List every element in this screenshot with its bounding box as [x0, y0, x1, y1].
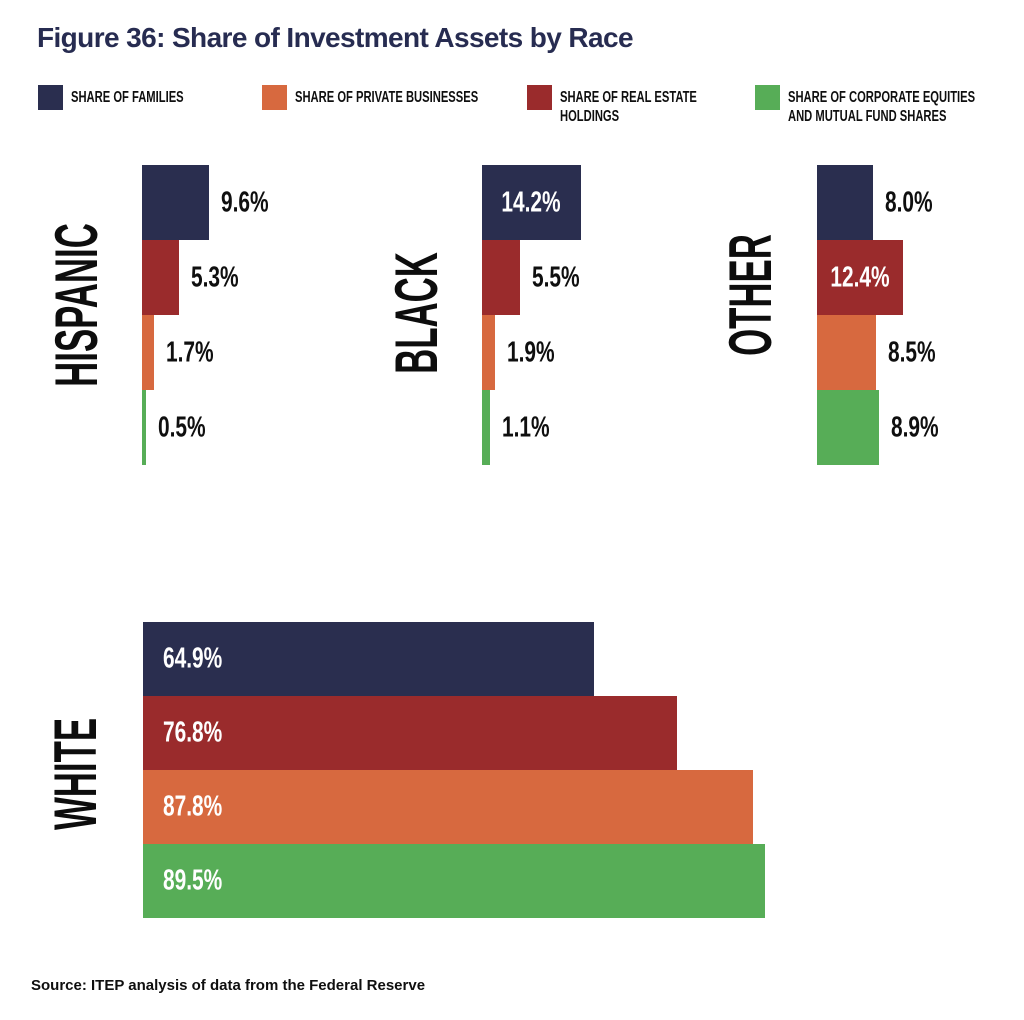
bar-white-families — [143, 622, 595, 696]
red-legend-swatch — [527, 85, 552, 110]
bar-hispanic-corporate-equities — [142, 390, 146, 465]
bar-value-label: 89.5% — [163, 864, 223, 897]
bar-value-label: 76.8% — [163, 716, 223, 749]
bar-value-label: 1.7% — [165, 336, 214, 368]
group-label-other: OTHER — [717, 234, 784, 356]
bar-black-families — [482, 165, 581, 240]
bar-value-label: 0.5% — [157, 411, 206, 443]
bar-value-label: 12.4% — [830, 261, 890, 293]
bar-white-corporate-equities — [143, 844, 766, 918]
bar-hispanic-real-estate — [142, 240, 179, 315]
bar-white-private-businesses — [143, 770, 754, 844]
bar-value-label: 8.5% — [888, 336, 936, 368]
bar-value-label: 8.0% — [884, 186, 933, 218]
legend-item-label: SHARE OF CORPORATE EQUITIES AND MUTUAL F… — [788, 89, 976, 125]
bar-other-private-businesses — [817, 315, 877, 390]
bar-other-corporate-equities — [817, 390, 879, 465]
legend-item-corporate-equities: SHARE OF CORPORATE EQUITIES AND MUTUAL F… — [755, 85, 1024, 126]
bar-value-label: 1.1% — [501, 411, 550, 443]
bar-black-private-businesses — [482, 315, 496, 390]
bar-value-label: 64.9% — [163, 642, 223, 675]
orange-legend-swatch — [262, 85, 287, 110]
legend-item-private-businesses: SHARE OF PRIVATE BUSINESSES — [262, 85, 557, 110]
group-label-black: BLACK — [383, 252, 450, 374]
bar-other-families — [817, 165, 873, 240]
bar-black-corporate-equities — [482, 390, 490, 465]
bar-value-label: 8.9% — [890, 411, 939, 443]
legend-item-label: SHARE OF FAMILIES — [71, 89, 184, 106]
legend-item-families: SHARE OF FAMILIES — [38, 85, 232, 110]
bar-value-label: 87.8% — [163, 790, 223, 823]
bar-value-label: 9.6% — [220, 186, 269, 218]
bar-hispanic-private-businesses — [142, 315, 154, 390]
bar-white-real-estate — [143, 696, 677, 770]
bar-value-label: 5.5% — [532, 261, 580, 293]
navy-legend-swatch — [38, 85, 63, 110]
group-label-white: WHITE — [42, 717, 109, 831]
bar-value-label: 5.3% — [190, 261, 239, 293]
group-label-hispanic: HISPANIC — [43, 223, 110, 387]
bar-black-real-estate — [482, 240, 521, 315]
bar-value-label: 14.2% — [501, 186, 561, 218]
figure-title: Figure 36: Share of Investment Assets by… — [37, 22, 634, 53]
legend-item-label: SHARE OF REAL ESTATE HOLDINGS — [560, 89, 697, 125]
bar-hispanic-families — [142, 165, 209, 240]
legend-item-real-estate: SHARE OF REAL ESTATE HOLDINGS — [527, 85, 780, 126]
legend-item-label: SHARE OF PRIVATE BUSINESSES — [295, 89, 479, 106]
source-note: Source: ITEP analysis of data from the F… — [31, 977, 426, 994]
green-legend-swatch — [755, 85, 780, 110]
bar-other-real-estate — [817, 240, 904, 315]
bar-value-label: 1.9% — [507, 336, 555, 368]
